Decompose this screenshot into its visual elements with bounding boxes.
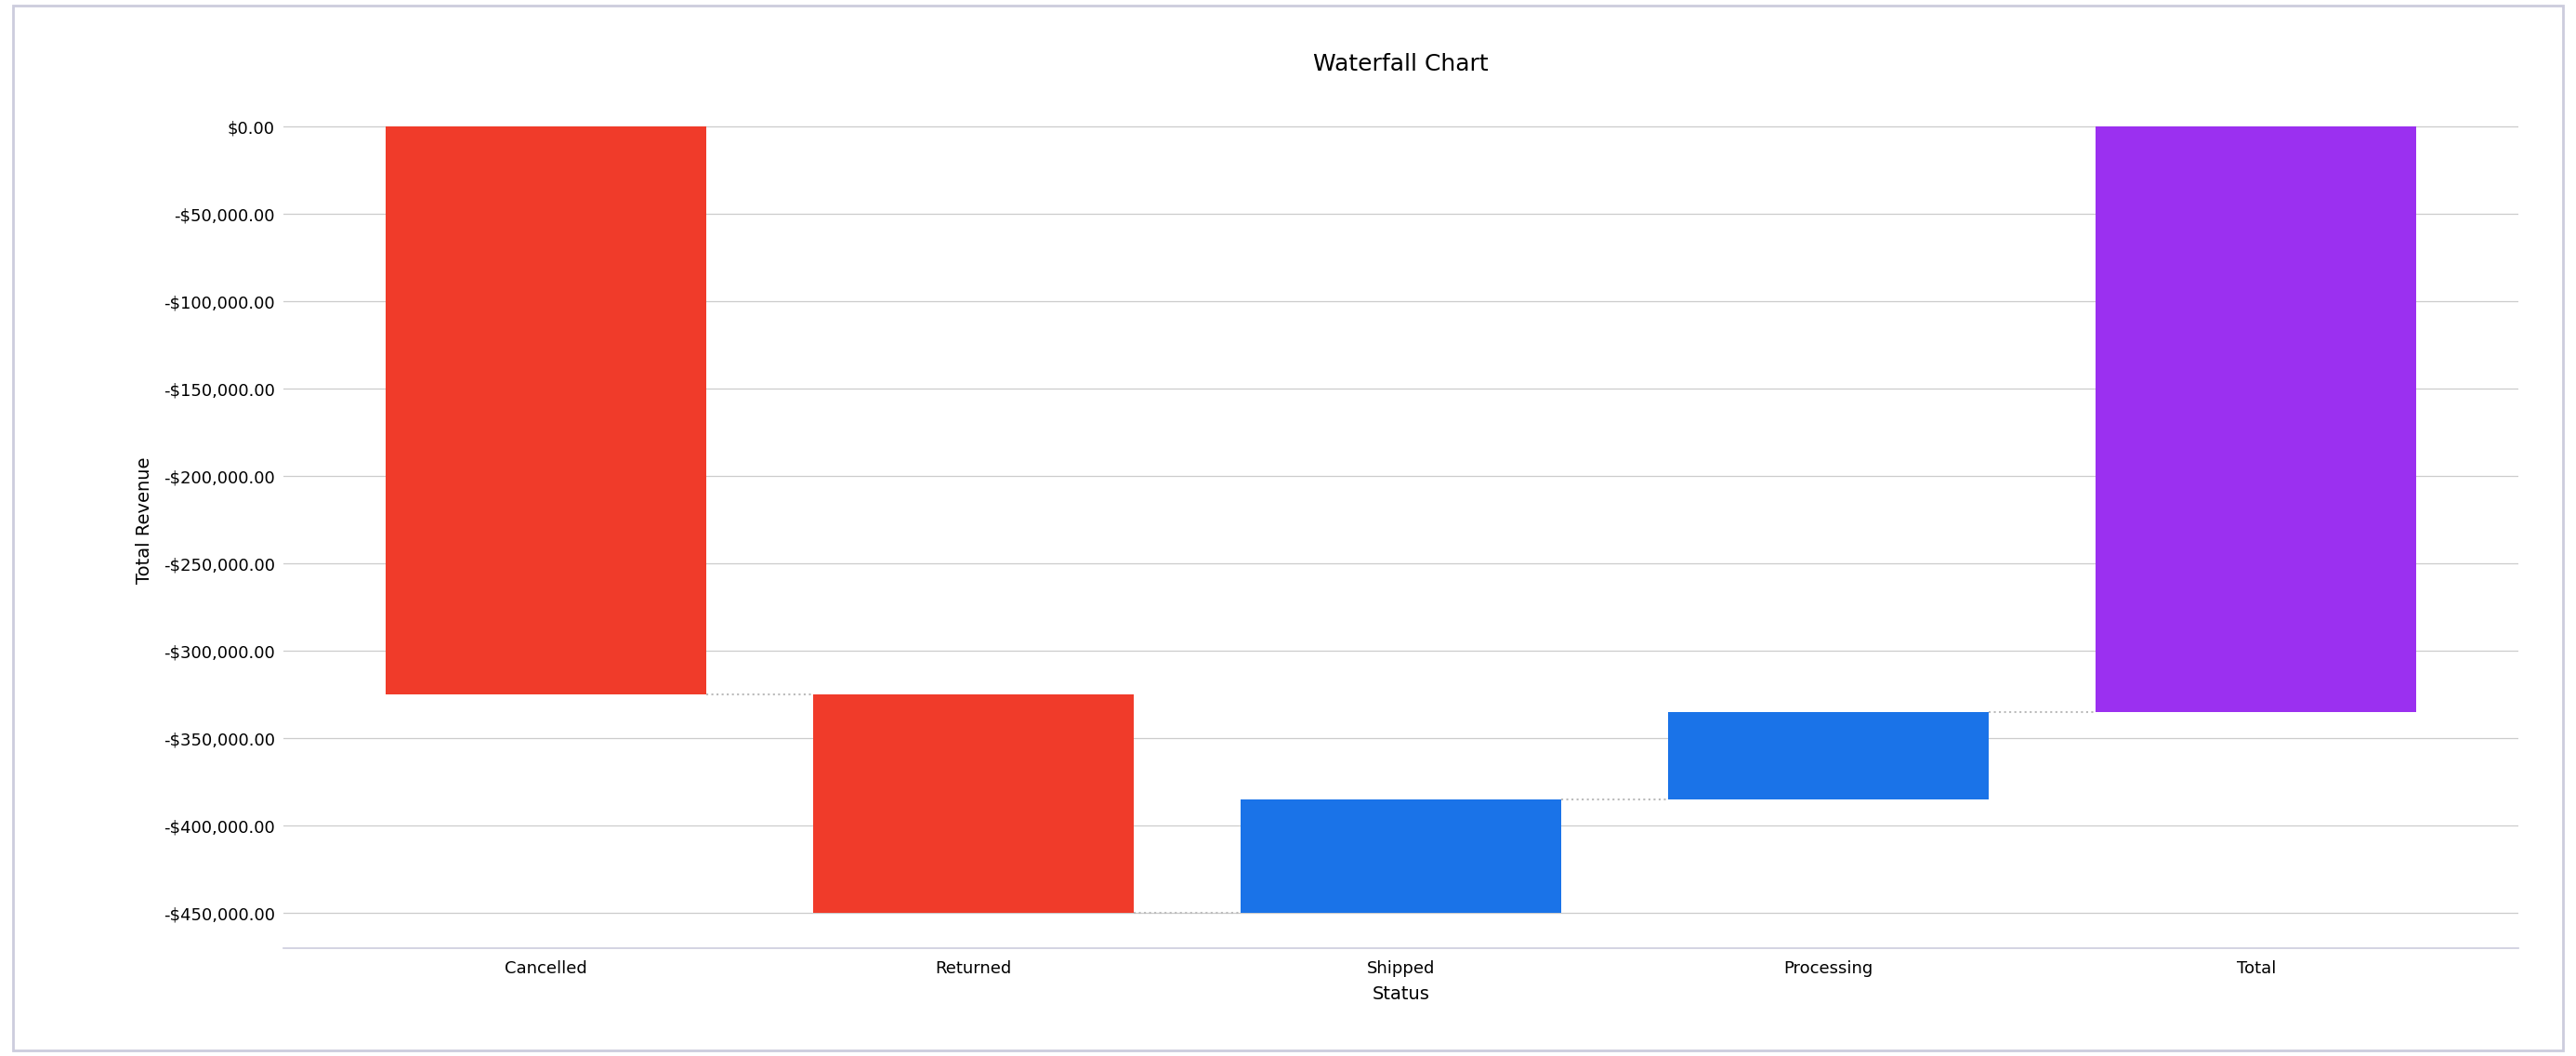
Bar (1669, 712, 1989, 799)
Title: Waterfall Chart: Waterfall Chart (1314, 54, 1489, 76)
Bar (386, 127, 706, 695)
X-axis label: Status: Status (1373, 985, 1430, 1002)
Y-axis label: Total Revenue: Total Revenue (137, 456, 152, 583)
Bar (2097, 127, 2416, 712)
Bar (814, 695, 1133, 913)
Bar (1242, 799, 1561, 913)
